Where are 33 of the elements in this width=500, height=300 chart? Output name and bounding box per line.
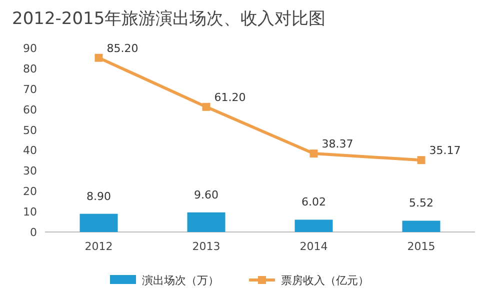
y-tick-label: 70 — [23, 82, 37, 96]
x-tick-label: 2014 — [300, 240, 328, 253]
bar — [187, 212, 226, 232]
data-label: 6.02 — [302, 196, 326, 209]
point — [417, 156, 426, 164]
data-label: 9.60 — [194, 188, 218, 202]
legend-label: 演出场次（万） — [142, 274, 219, 287]
y-tick-label: 60 — [23, 103, 37, 116]
bar — [294, 220, 333, 232]
point — [310, 150, 318, 158]
x-tick-label: 2015 — [407, 240, 436, 253]
y-tick-label: 50 — [23, 124, 37, 137]
y-tick-label: 90 — [23, 42, 37, 55]
bar — [80, 214, 118, 232]
data-label: 85.20 — [106, 42, 138, 55]
data-label: 8.90 — [86, 190, 111, 203]
data-label: 5.52 — [409, 196, 434, 210]
y-tick-label: 80 — [23, 62, 37, 76]
bar — [402, 220, 440, 232]
data-label: 38.37 — [322, 138, 354, 151]
x-tick-label: 2013 — [192, 240, 220, 253]
data-label: 35.17 — [429, 144, 461, 158]
title: 2012-2015年旅游演出场次、收入对比图 — [12, 9, 326, 29]
y-tick-label: 40 — [23, 144, 37, 158]
y-tick-label: 30 — [23, 164, 37, 178]
point — [94, 54, 103, 62]
point — [202, 102, 210, 111]
legend-label: 票房收入（亿元） — [281, 274, 369, 287]
y-tick-label: 20 — [23, 185, 37, 198]
y-tick-label: 0 — [30, 226, 37, 239]
data-label: 61.20 — [214, 90, 246, 104]
x-tick-label: 2012 — [84, 240, 113, 253]
y-tick-label: 10 — [23, 206, 37, 219]
